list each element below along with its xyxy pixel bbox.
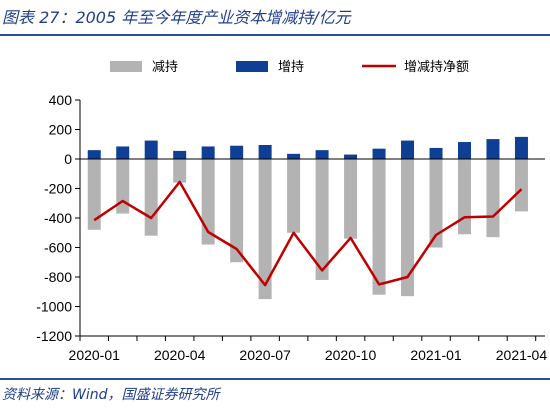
bar-reduce (201, 159, 215, 245)
bar-increase (87, 150, 101, 159)
legend-label-increase: 增持 (278, 60, 304, 75)
bar-reduce (230, 159, 244, 263)
y-tick-label: -1200 (36, 328, 72, 344)
bar-reduce (144, 159, 158, 236)
x-tick-label: 2021-01 (410, 347, 462, 363)
bar-increase (401, 140, 415, 159)
chart: 减持 增持 增减持净额 400 200 0 -200 -400 -600 -800 -1000… (36, 60, 548, 363)
x-tick-label: 2020-07 (239, 347, 291, 363)
bar-layer (87, 136, 528, 300)
legend-label-reduce: 减持 (152, 60, 178, 75)
bar-increase (429, 147, 443, 159)
bar-increase (514, 136, 528, 159)
bar-increase (486, 139, 500, 159)
x-tick-label: 2020-04 (154, 347, 206, 363)
y-tick-label: -600 (44, 240, 72, 256)
bar-increase (457, 142, 471, 159)
bar-reduce (315, 159, 329, 280)
bar-reduce (287, 159, 301, 233)
y-tick-label: -200 (44, 181, 72, 197)
title-rule (0, 34, 550, 36)
bar-increase (144, 140, 158, 159)
bar-reduce (401, 159, 415, 297)
legend-label-net: 增减持净额 (404, 60, 469, 75)
legend-swatch-reduce (110, 61, 142, 72)
x-tick-label: 2020-10 (325, 347, 377, 363)
bar-reduce (429, 159, 443, 248)
y-tick-label: 400 (49, 92, 73, 108)
y-tick-label: 0 (64, 151, 72, 167)
source-note: 资料来源：Wind，国盛证券研究所 (2, 387, 220, 403)
bar-increase (230, 145, 244, 159)
bar-increase (372, 148, 386, 159)
bar-reduce (486, 159, 500, 238)
bar-increase (258, 144, 272, 159)
bar-increase (287, 153, 301, 159)
net-line (93, 180, 523, 287)
legend-swatch-increase (236, 61, 268, 72)
source-rule (0, 378, 550, 380)
bar-increase (173, 150, 187, 159)
bar-reduce (457, 159, 471, 235)
figure-title: 图表 27：2005 年至今年度产业资本增减持/亿元 (2, 8, 351, 27)
bar-reduce (116, 159, 130, 214)
y-axis: 400 200 0 -200 -400 -600 -800 -1000 -1200 (36, 92, 81, 344)
bar-increase (201, 146, 215, 159)
x-axis: 2020-01 2020-04 2020-07 2020-10 2021-01 2021-… (69, 158, 548, 363)
bar-increase (315, 150, 329, 159)
bar-increase (116, 146, 130, 159)
bar-reduce (372, 159, 386, 295)
y-tick-label: -400 (44, 210, 72, 226)
legend: 减持 增持 增减持净额 (110, 60, 469, 75)
bar-reduce (344, 159, 358, 239)
bar-reduce (258, 159, 272, 300)
y-tick-label: -1000 (36, 299, 72, 315)
bar-increase (344, 154, 358, 159)
bar-reduce (514, 159, 528, 212)
bar-reduce (87, 159, 101, 230)
net-line-layer (93, 180, 523, 287)
x-tick-label: 2021-04 (496, 347, 548, 363)
x-tick-label: 2020-01 (69, 347, 121, 363)
y-tick-label: -800 (44, 269, 72, 285)
y-tick-label: 200 (49, 122, 73, 138)
bar-reduce (173, 159, 187, 183)
